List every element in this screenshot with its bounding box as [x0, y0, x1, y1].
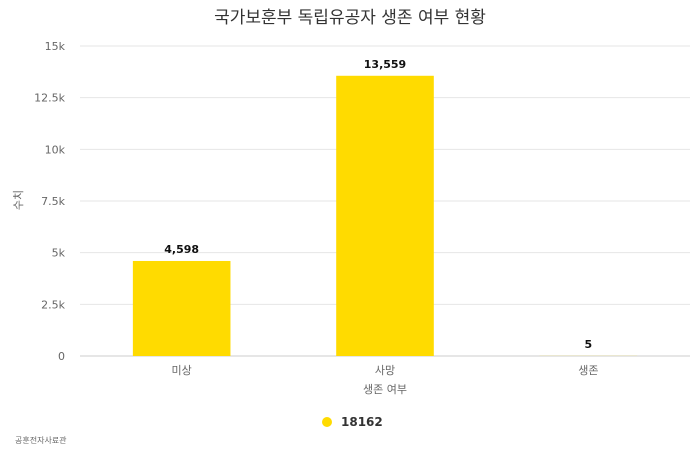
y-axis: 0 2.5k 5k 7.5k 10k 12.5k 15k — [34, 40, 65, 363]
x-tick-label: 사망 — [375, 364, 395, 377]
y-tick-label: 7.5k — [41, 195, 65, 208]
bar[interactable] — [132, 260, 231, 356]
x-axis: 미상 사망 생존 — [172, 364, 599, 377]
x-axis-title: 생존 여부 — [363, 383, 407, 396]
y-tick-label: 0 — [58, 350, 65, 363]
data-label: 13,559 — [364, 58, 406, 71]
chart-title: 국가보훈부 독립유공자 생존 여부 현황 — [214, 8, 486, 28]
legend-label: 18162 — [341, 415, 383, 429]
y-tick-label: 12.5k — [34, 92, 65, 105]
data-labels: 4,598 13,559 5 — [164, 58, 592, 351]
bar[interactable] — [336, 75, 434, 356]
data-label: 5 — [585, 338, 593, 351]
x-tick-label: 미상 — [172, 364, 192, 377]
credit-text: 공훈전자사료관 — [15, 435, 67, 445]
y-tick-label: 2.5k — [41, 298, 65, 311]
legend[interactable]: 18162 — [322, 415, 383, 429]
y-tick-label: 5k — [52, 247, 66, 260]
y-tick-label: 10k — [45, 143, 66, 156]
legend-swatch — [322, 417, 332, 427]
y-tick-label: 15k — [45, 40, 66, 53]
x-tick-label: 생존 — [578, 364, 598, 377]
data-label: 4,598 — [164, 243, 199, 256]
y-axis-title: 수치 — [12, 190, 25, 210]
bars — [132, 75, 638, 356]
